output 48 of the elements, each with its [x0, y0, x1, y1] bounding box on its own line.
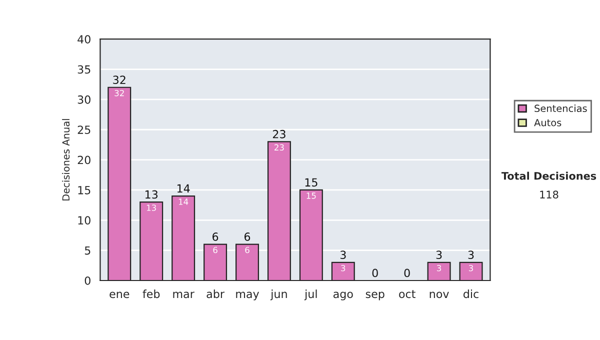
total-label: 3 — [340, 250, 346, 260]
total-label: 6 — [212, 232, 218, 241]
y-tick-label: 40 — [78, 35, 90, 44]
x-tick-label: abr — [206, 290, 224, 298]
y-tick-label: 0 — [84, 276, 90, 285]
y-tick-label: 25 — [78, 126, 90, 134]
y-tick-label: 35 — [78, 65, 90, 74]
total-label: 13 — [146, 190, 158, 199]
y-tick-label: 30 — [78, 95, 90, 104]
total-label: 23 — [272, 130, 286, 138]
data-label: 13 — [146, 204, 156, 211]
x-tick-label: may — [236, 292, 260, 300]
total-label: 32 — [113, 76, 126, 84]
y-tick-label: 20 — [78, 156, 90, 164]
data-label: 6 — [245, 246, 250, 254]
x-tick-label: feb — [142, 290, 160, 298]
total-label: 15 — [305, 178, 318, 187]
legend-label: Autos — [534, 119, 562, 126]
total-label: 14 — [177, 184, 190, 192]
y-tick-label: 5 — [84, 246, 90, 255]
data-label: 3 — [469, 264, 474, 272]
total-label: 3 — [436, 250, 442, 260]
data-label: 14 — [178, 198, 188, 205]
total-label: 0 — [372, 268, 378, 278]
x-tick-label: jul — [304, 290, 317, 300]
y-tick-label: 10 — [78, 216, 90, 225]
x-tick-label: mar — [173, 292, 194, 298]
x-tick-label: dic — [464, 290, 478, 298]
x-tick-label: jun — [270, 290, 287, 300]
x-tick-label: ago — [333, 292, 353, 300]
y-tick-label: 15 — [78, 186, 90, 194]
data-label: 3 — [341, 264, 346, 272]
x-tick-label: ene — [110, 292, 130, 298]
total-label: 0 — [404, 268, 410, 278]
x-tick-label: oct — [399, 290, 416, 298]
data-label: 32 — [114, 90, 124, 96]
total-label: 6 — [244, 232, 250, 241]
data-label: 23 — [274, 144, 284, 151]
text: Total Decisiones — [501, 172, 596, 180]
x-tick-label: sep — [366, 292, 384, 300]
text: 118 — [540, 190, 558, 199]
legend-label: Sentencias — [534, 104, 587, 112]
total-label: 3 — [468, 250, 474, 260]
x-tick-label: nov — [430, 292, 449, 298]
data-label: 3 — [437, 264, 442, 272]
data-label: 15 — [306, 192, 316, 199]
y-axis-title: Decisiones Anual — [62, 119, 70, 200]
data-label: 6 — [213, 246, 218, 254]
